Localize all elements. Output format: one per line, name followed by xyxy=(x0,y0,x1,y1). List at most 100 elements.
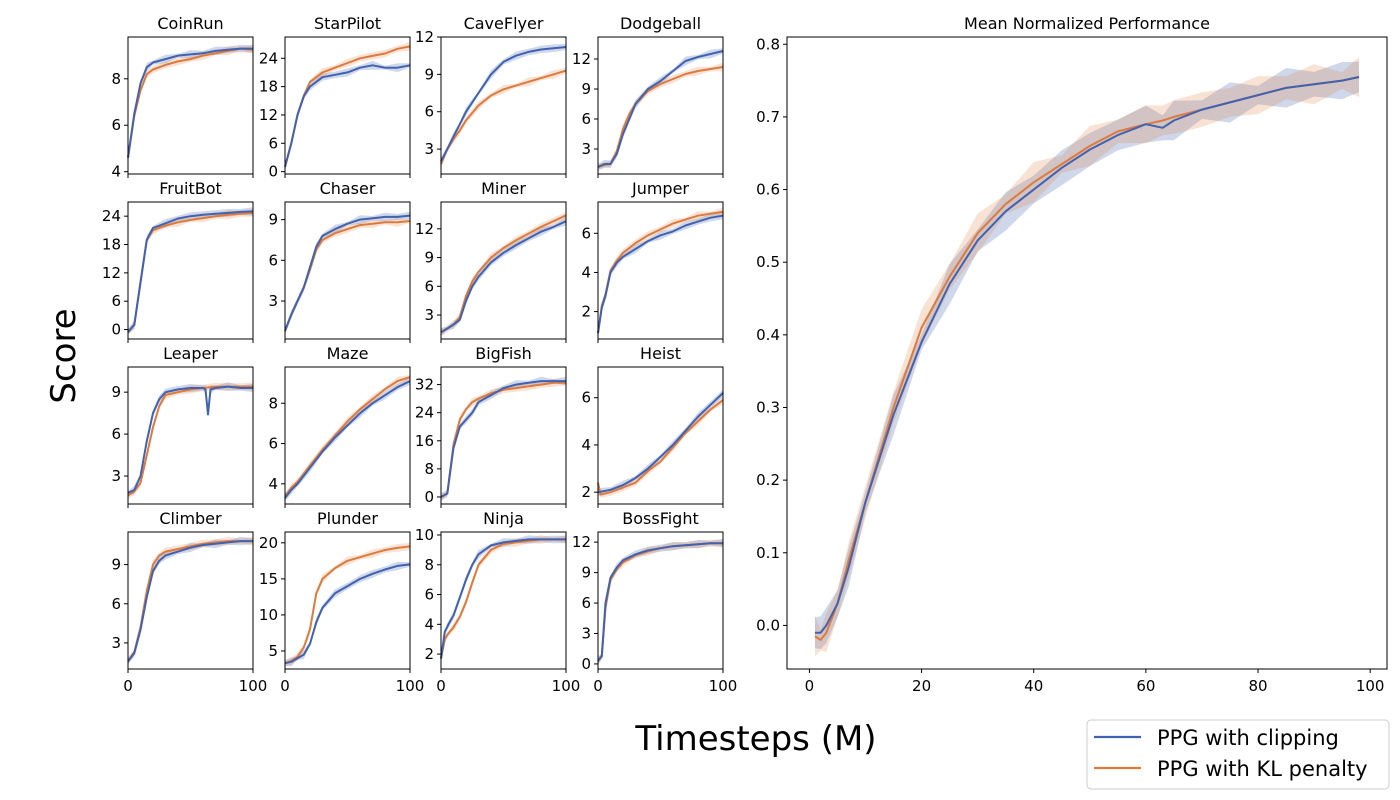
heist-axes-frame xyxy=(597,366,724,505)
leaper-title: Leaper xyxy=(163,344,218,363)
mean-normalized-performance-ytick-label: 0.4 xyxy=(756,326,780,344)
chaser-ytick-label: 9 xyxy=(268,211,278,229)
mean-normalized-performance-ytick-label: 0.7 xyxy=(756,108,780,126)
mean-normalized-performance-xtick-label: 20 xyxy=(912,677,931,695)
mean-normalized-performance-xtick-label: 0 xyxy=(805,677,815,695)
maze-ytick-label: 4 xyxy=(268,475,278,493)
subplot-starpilot: 0 6 12 18 24 StarPilot xyxy=(259,14,411,181)
bossfight-title: BossFight xyxy=(622,509,699,528)
fruitbot-line-clipping xyxy=(127,210,254,333)
subplot-heist: 2 4 6 Heist xyxy=(581,344,724,508)
caveflyer-title: CaveFlyer xyxy=(464,14,544,33)
bossfight-ytick-label: 3 xyxy=(581,624,591,642)
starpilot-ytick-label: 12 xyxy=(259,106,278,124)
bossfight-line-clipping xyxy=(597,542,723,662)
maze-ytick-label: 6 xyxy=(268,435,278,453)
subplot-caveflyer: 3 6 9 12 CaveFlyer xyxy=(415,14,567,178)
heist-title: Heist xyxy=(640,344,681,363)
bossfight-band-kl xyxy=(598,539,723,665)
miner-ytick-label: 9 xyxy=(424,249,434,267)
dodgeball-ytick-label: 6 xyxy=(581,110,591,128)
mean-normalized-performance-title: Mean Normalized Performance xyxy=(964,14,1210,33)
caveflyer-axes-frame xyxy=(440,36,567,175)
plunder-ytick-label: 15 xyxy=(259,570,278,588)
leaper-ytick-label: 9 xyxy=(111,383,121,401)
bossfight-axes-frame xyxy=(597,531,724,670)
climber-ytick-label: 3 xyxy=(111,634,121,652)
coinrun-line-kl xyxy=(127,47,254,158)
maze-line-clipping xyxy=(284,380,411,499)
dodgeball-line-clipping xyxy=(597,50,724,168)
subplot-bigfish: 0 8 16 24 32 BigFish xyxy=(415,344,567,508)
coinrun-line-clipping xyxy=(127,47,253,158)
fruitbot-ytick-label: 18 xyxy=(102,236,121,254)
subplot-plunder: 5 10 15 20 0 100 Plunder xyxy=(259,509,424,695)
heist-line-clipping xyxy=(597,392,724,494)
miner-ytick-label: 6 xyxy=(424,277,434,295)
bigfish-ytick-label: 24 xyxy=(415,404,434,422)
ninja-axes-frame xyxy=(440,531,567,670)
starpilot-line-clipping xyxy=(284,64,411,168)
coinrun-ytick-label: 6 xyxy=(111,116,121,134)
heist-ytick-label: 4 xyxy=(581,436,591,454)
mean-normalized-performance-ytick-label: 0.6 xyxy=(756,181,780,199)
dodgeball-axes-frame xyxy=(597,36,724,175)
subplot-climber: 3 6 9 0 100 Climber xyxy=(111,509,267,695)
chaser-line-clipping xyxy=(284,214,411,332)
bossfight-line-kl xyxy=(597,542,723,662)
fruitbot-ytick-label: 0 xyxy=(111,321,121,339)
bossfight-ytick-label: 0 xyxy=(581,655,591,673)
ninja-line-clipping xyxy=(440,538,566,659)
bossfight-ytick-label: 12 xyxy=(572,533,591,551)
jumper-axes-frame xyxy=(597,201,724,340)
bigfish-line-kl xyxy=(440,381,566,498)
mean-normalized-performance-ytick-label: 0.8 xyxy=(756,35,780,53)
coinrun-band-kl xyxy=(128,45,253,161)
bigfish-ytick-label: 32 xyxy=(415,376,434,394)
bigfish-ytick-label: 8 xyxy=(424,460,434,478)
subplots-area: 468CoinRun06121824StarPilot36912CaveFlye… xyxy=(102,14,1388,695)
coinrun-ytick-label: 8 xyxy=(111,70,121,88)
jumper-ytick-label: 6 xyxy=(581,224,591,242)
ninja-ytick-label: 4 xyxy=(424,615,434,633)
legend-kl-label: PPG with KL penalty xyxy=(1157,757,1368,781)
chaser-axes-frame xyxy=(284,201,411,340)
miner-ytick-label: 12 xyxy=(415,220,434,238)
caveflyer-ytick-label: 12 xyxy=(415,28,434,46)
starpilot-band-kl xyxy=(285,42,410,170)
fruitbot-ytick-label: 24 xyxy=(102,207,121,225)
chaser-title: Chaser xyxy=(320,179,376,198)
subplot-miner: 3 6 9 12 Miner xyxy=(415,179,567,343)
fruitbot-ytick-label: 6 xyxy=(111,292,121,310)
starpilot-ytick-label: 0 xyxy=(268,163,278,181)
leaper-line-clipping xyxy=(127,385,253,494)
plunder-ytick-label: 5 xyxy=(268,642,278,660)
bigfish-title: BigFish xyxy=(475,344,532,363)
bossfight-xtick-label: 0 xyxy=(593,677,603,695)
mean-normalized-performance-line-clipping xyxy=(815,76,1360,634)
miner-line-clipping xyxy=(440,220,567,334)
subplot-dodgeball: 3 6 9 12 Dodgeball xyxy=(572,14,724,178)
miner-title: Miner xyxy=(481,179,526,198)
bigfish-ytick-label: 16 xyxy=(415,432,434,450)
y-axis-label: Score xyxy=(44,308,84,403)
leaper-ytick-label: 3 xyxy=(111,467,121,485)
coinrun-title: CoinRun xyxy=(157,14,223,33)
ninja-ytick-label: 8 xyxy=(424,556,434,574)
jumper-band-clipping xyxy=(598,212,723,337)
starpilot-ytick-label: 24 xyxy=(259,49,278,67)
starpilot-ytick-label: 6 xyxy=(268,134,278,152)
miner-axes-frame xyxy=(440,201,567,340)
heist-band-clipping xyxy=(598,389,723,497)
jumper-band-kl xyxy=(598,207,723,338)
plunder-band-kl xyxy=(285,542,410,667)
coinrun-axes-frame xyxy=(127,36,254,175)
climber-axes-frame xyxy=(127,531,254,670)
jumper-ytick-label: 4 xyxy=(581,263,591,281)
maze-axes-frame xyxy=(284,366,411,505)
miner-line-kl xyxy=(440,214,567,334)
legend: PPG with clipping PPG with KL penalty xyxy=(1086,719,1390,790)
subplot-coinrun: 4 6 8 CoinRun xyxy=(111,14,254,181)
subplot-bossfight: 0 3 6 9 12 0 100 BossFight xyxy=(572,509,737,695)
